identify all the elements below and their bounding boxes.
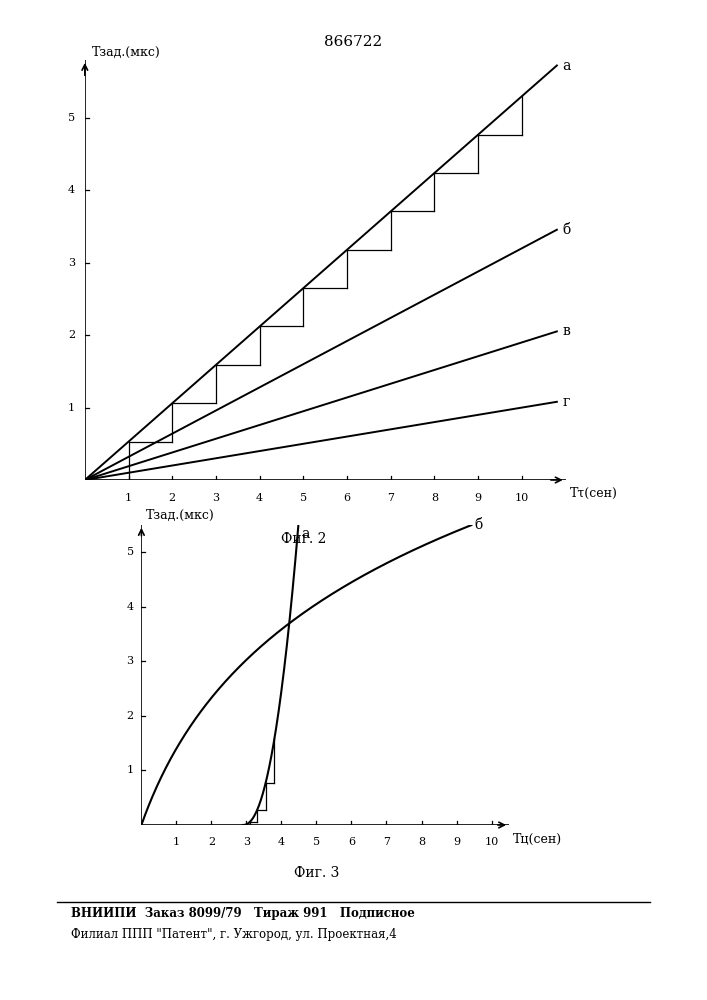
Text: 4: 4 — [278, 837, 285, 847]
Text: 8: 8 — [431, 493, 438, 503]
Text: Tзад.(мкс): Tзад.(мкс) — [91, 46, 160, 59]
Text: Tτ(сен): Tτ(сен) — [570, 487, 618, 500]
Text: a: a — [301, 527, 310, 541]
Text: 2: 2 — [208, 837, 215, 847]
Text: Tзад.(мкс): Tзад.(мкс) — [146, 509, 214, 522]
Text: 2: 2 — [169, 493, 176, 503]
Text: б: б — [562, 223, 571, 237]
Text: Фиг. 2: Фиг. 2 — [281, 532, 326, 546]
Text: 8: 8 — [418, 837, 425, 847]
Text: 9: 9 — [453, 837, 460, 847]
Text: 1: 1 — [127, 765, 134, 775]
Text: 7: 7 — [387, 493, 395, 503]
Text: в: в — [562, 324, 570, 338]
Text: 3: 3 — [212, 493, 219, 503]
Text: 7: 7 — [383, 837, 390, 847]
Text: г: г — [562, 395, 569, 409]
Text: Фиг. 3: Фиг. 3 — [294, 866, 339, 880]
Text: 5: 5 — [300, 493, 307, 503]
Text: 5: 5 — [68, 113, 75, 123]
Text: 5: 5 — [127, 547, 134, 557]
Text: Tц(сен): Tц(сен) — [513, 833, 561, 846]
Text: 2: 2 — [68, 330, 75, 340]
Text: 6: 6 — [348, 837, 355, 847]
Text: 6: 6 — [344, 493, 351, 503]
Text: 10: 10 — [484, 837, 498, 847]
Text: 10: 10 — [515, 493, 529, 503]
Text: 2: 2 — [127, 711, 134, 721]
Text: 3: 3 — [243, 837, 250, 847]
Text: 5: 5 — [313, 837, 320, 847]
Text: 1: 1 — [125, 493, 132, 503]
Text: ВНИИПИ  Заказ 8099/79   Тираж 991   Подписное: ВНИИПИ Заказ 8099/79 Тираж 991 Подписное — [71, 907, 414, 920]
Text: б: б — [475, 518, 483, 532]
Text: 4: 4 — [68, 185, 75, 195]
Text: a: a — [562, 59, 571, 73]
Text: 3: 3 — [127, 656, 134, 666]
Text: 3: 3 — [68, 258, 75, 268]
Text: 1: 1 — [68, 403, 75, 413]
Text: 4: 4 — [127, 602, 134, 612]
Text: 9: 9 — [474, 493, 481, 503]
Text: Филиал ППП "Патент", г. Ужгород, ул. Проектная,4: Филиал ППП "Патент", г. Ужгород, ул. Про… — [71, 928, 397, 941]
Text: 866722: 866722 — [325, 35, 382, 49]
Text: 4: 4 — [256, 493, 263, 503]
Text: 1: 1 — [173, 837, 180, 847]
